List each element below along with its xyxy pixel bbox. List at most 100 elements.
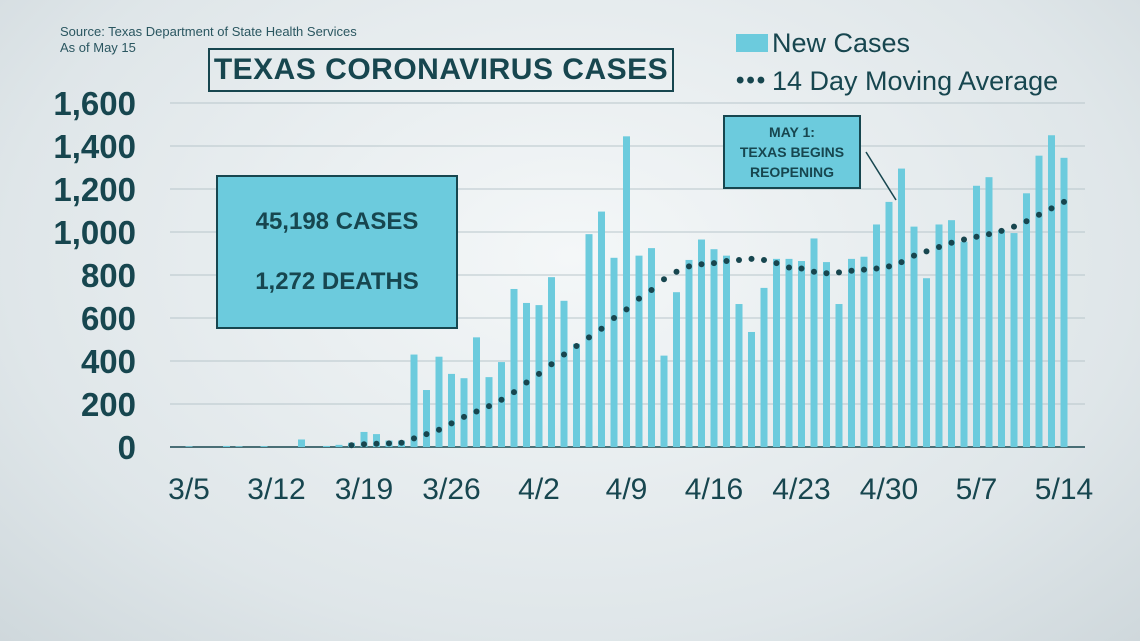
moving-average-point [973,233,980,240]
legend-item-new-cases: New Cases [736,24,1058,62]
bar-new-cases [835,304,843,447]
bar-new-cases [698,239,705,447]
y-tick-label: 200 [81,386,136,423]
moving-average-point [648,287,655,294]
bar-new-cases [373,434,380,447]
bar-new-cases [635,255,643,447]
moving-average-point [423,431,430,438]
bar-new-cases [610,257,618,447]
moving-average-point [348,442,355,449]
bar-new-cases [460,378,468,447]
bar-new-cases [973,185,980,447]
source-text: Source: Texas Department of State Health… [60,24,357,39]
moving-average-point [448,420,455,427]
moving-average-point [386,440,392,447]
x-axis-labels: 3/5 3/12 3/19 3/26 4/2 4/9 4/16 4/23 4/30 5/7 5/14 [168,473,1093,506]
bar-new-cases [573,343,580,447]
bar-new-cases [985,177,993,448]
bar-new-cases [410,354,418,447]
bar-new-cases [885,201,893,447]
moving-average-point [773,260,780,267]
annotation-leader-line [865,151,897,201]
x-tick-label: 4/30 [860,473,918,506]
legend: New Cases ••• 14 Day Moving Average [736,24,1058,100]
annotation-line-1: MAY 1: [769,124,815,140]
moving-average-point [798,265,805,272]
chart-title-text: TEXAS CORONAVIRUS CASES [213,53,669,86]
bar-new-cases [235,446,243,447]
bar-new-cases [960,241,968,447]
bar-new-cases [498,362,505,447]
moving-average-point [661,276,667,283]
legend-item-moving-average: ••• 14 Day Moving Average [736,62,1058,100]
moving-average-point [486,403,492,410]
moving-average-point [573,342,580,349]
moving-average-point [723,258,730,265]
legend-label-moving-average: 14 Day Moving Average [772,65,1059,96]
dotted-line-icon: ••• [736,67,768,94]
moving-average-point [611,315,617,321]
x-tick-label: 3/5 [168,473,210,506]
x-tick-label: 3/19 [335,473,393,506]
bar-new-cases [423,390,430,447]
bar-new-cases [660,355,668,447]
moving-average-point [523,379,530,386]
bar-new-cases [473,337,480,447]
bar-new-cases [773,258,780,447]
bar-new-cases [998,229,1005,447]
moving-average-point [736,256,742,263]
bar-new-cases [323,445,330,447]
moving-average-point [586,334,592,341]
x-tick-label: 3/26 [422,473,480,506]
bar-new-cases [923,278,930,447]
source-note: Source: Texas Department of State Health… [60,24,357,56]
bar-new-cases [623,136,630,447]
bar-new-cases [360,431,368,447]
bar-new-cases [223,445,230,447]
annotation-line-2: TEXAS BEGINS [739,144,845,160]
moving-average-point [936,244,942,251]
annotation-box: MAY 1: TEXAS BEGINS REOPENING [723,115,861,189]
moving-average-point [1048,205,1055,212]
bar-new-cases [760,287,768,447]
x-tick-label: 4/2 [518,473,560,506]
bar-new-cases [898,168,905,447]
bar-new-cases [673,292,680,447]
bar-new-cases [785,258,793,447]
moving-average-point [1036,211,1042,218]
moving-average-point [473,408,480,415]
bar-new-cases [448,373,455,447]
x-tick-label: 4/23 [772,473,830,506]
y-tick-label: 1,000 [53,214,136,251]
y-tick-label: 1,600 [53,85,136,122]
total-deaths: 1,272 DEATHS [255,268,419,295]
annotation-line-3: REOPENING [749,164,834,180]
bar-new-cases [1048,135,1055,447]
bar-new-cases [1035,155,1043,448]
bar-new-cases [873,224,880,447]
moving-average-point [536,370,542,377]
x-tick-label: 5/14 [1035,473,1093,506]
x-tick-label: 4/9 [606,473,648,506]
bar-new-cases [298,439,305,447]
bar-new-cases [823,262,830,447]
bar-new-cases [1023,193,1030,447]
moving-average-point [461,413,467,420]
moving-average-point [911,252,917,259]
bar-new-cases [935,224,943,447]
moving-average-point [598,325,605,332]
moving-average-point [1061,198,1067,205]
y-tick-label: 0 [118,429,136,466]
bar-swatch-icon [736,34,768,52]
moving-average-point [898,259,905,266]
bar-new-cases [798,261,805,447]
y-tick-label: 600 [81,300,136,337]
moving-average-point [561,351,567,358]
bar-new-cases [260,446,268,447]
x-tick-label: 5/7 [956,473,998,506]
bar-new-cases [860,256,868,447]
moving-average-point [398,439,405,446]
moving-average-point [436,426,442,433]
stats-box: 45,198 CASES 1,272 DEATHS [216,175,458,329]
chart-title: TEXAS CORONAVIRUS CASES [208,48,674,92]
